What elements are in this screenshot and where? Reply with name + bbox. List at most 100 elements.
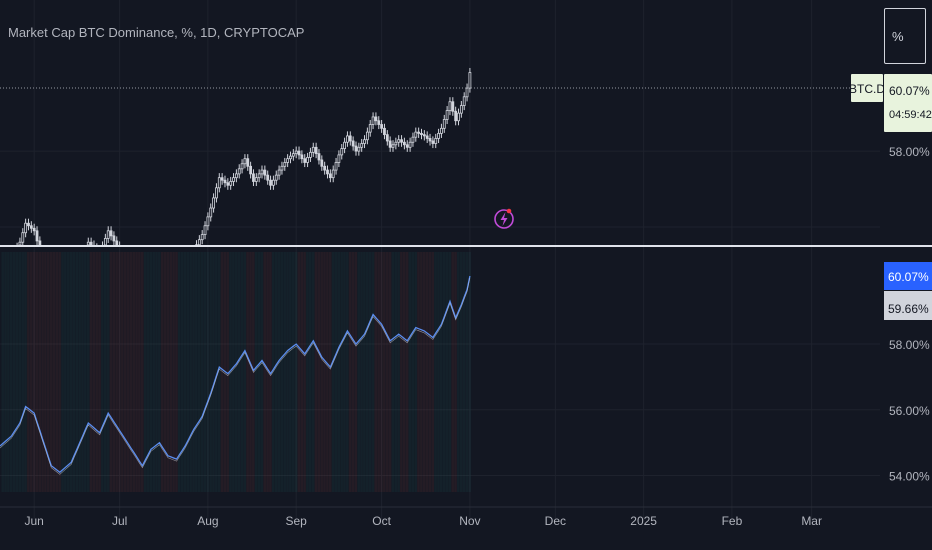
btc-dominance-shadow-line xyxy=(0,277,471,475)
candle-body xyxy=(246,158,250,167)
event-icon[interactable] xyxy=(494,208,514,229)
indicator-band xyxy=(351,252,355,492)
indicator-band xyxy=(61,252,64,492)
lower-last-value: 60.07% xyxy=(888,270,929,284)
symbol-badge: BTC.D xyxy=(849,74,885,102)
candle-body xyxy=(215,187,218,199)
indicator-band xyxy=(314,252,318,492)
candle-body xyxy=(468,72,472,89)
indicator-band xyxy=(266,252,269,492)
indicator-band xyxy=(200,252,204,492)
indicator-band xyxy=(92,252,96,492)
candle-body xyxy=(29,225,33,229)
indicator-band xyxy=(66,252,70,492)
indicator-band xyxy=(354,252,358,492)
indicator-band xyxy=(123,252,127,492)
indicator-band xyxy=(135,252,138,492)
candle-body xyxy=(351,140,355,147)
unit-toggle-button[interactable]: % xyxy=(884,8,926,64)
price-badge: 60.07% 04:59:42 xyxy=(884,74,932,132)
candle-body xyxy=(280,165,284,171)
indicator-band xyxy=(152,252,155,492)
indicator-band xyxy=(146,252,150,492)
candle-body xyxy=(260,169,264,175)
indicator-band xyxy=(377,252,380,492)
indicator-band xyxy=(234,252,238,492)
lower-price-series[interactable] xyxy=(0,275,471,475)
candle-body xyxy=(348,135,352,142)
indicator-band xyxy=(274,252,278,492)
candle-body xyxy=(445,110,449,120)
indicator-band xyxy=(49,252,53,492)
indicator-band xyxy=(246,252,249,492)
candle-body xyxy=(454,110,458,122)
candle-body xyxy=(106,230,110,239)
indicator-band xyxy=(35,252,39,492)
indicator-band xyxy=(428,252,432,492)
indicator-band xyxy=(240,252,244,492)
indicator-band xyxy=(391,252,395,492)
indicator-band xyxy=(69,252,73,492)
indicator-band xyxy=(283,252,286,492)
indicator-band xyxy=(143,252,147,492)
indicator-band xyxy=(215,252,218,492)
candle-body xyxy=(354,145,358,152)
candle-body xyxy=(422,134,426,137)
indicator-band xyxy=(72,252,76,492)
candle-body xyxy=(18,241,22,246)
candle-body xyxy=(38,240,42,246)
indicator-band xyxy=(323,252,326,492)
candle-body xyxy=(209,207,213,218)
indicator-band xyxy=(257,252,261,492)
candle-body xyxy=(385,134,389,142)
candle-body xyxy=(103,238,107,246)
indicator-band xyxy=(132,252,135,492)
indicator-band xyxy=(106,252,110,492)
indicator-band xyxy=(180,252,184,492)
indicator-band xyxy=(158,252,161,492)
candle-body xyxy=(323,165,327,171)
lower-last-badge: 60.07% xyxy=(884,262,932,290)
upper-price-series[interactable] xyxy=(16,67,472,246)
candle-body xyxy=(420,132,423,136)
indicator-band xyxy=(1,252,4,492)
candle-body xyxy=(437,132,440,139)
indicator-band xyxy=(402,252,406,492)
indicator-band xyxy=(454,252,457,492)
candle-body xyxy=(331,169,335,179)
indicator-band xyxy=(365,252,369,492)
candle-body xyxy=(408,141,412,148)
candle-body xyxy=(400,139,403,143)
candle-body xyxy=(89,241,93,246)
candle-body xyxy=(465,87,469,98)
upper-price-axis[interactable]: 58.00% xyxy=(889,145,930,159)
candle-body xyxy=(357,146,361,152)
candle-body xyxy=(200,234,204,241)
candle-body xyxy=(328,173,332,179)
candle-body xyxy=(300,154,304,160)
candle-body xyxy=(263,169,267,176)
lower-price-axis[interactable]: 58.00% 56.00% 54.00% xyxy=(889,338,930,484)
indicator-band xyxy=(334,252,338,492)
indicator-band xyxy=(340,252,343,492)
candle-body xyxy=(377,120,381,125)
indicator-band xyxy=(306,252,309,492)
time-axis[interactable]: Jun Jul Aug Sep Oct Nov Dec 2025 Feb Mar xyxy=(0,506,932,528)
indicator-band xyxy=(431,252,435,492)
candle-body xyxy=(403,141,406,146)
candle-body xyxy=(394,141,398,146)
candle-body xyxy=(391,144,395,148)
candle-body xyxy=(257,173,261,179)
candle-body xyxy=(317,153,321,161)
indicator-band xyxy=(363,252,366,492)
btc-dominance-line xyxy=(0,275,471,474)
indicator-band xyxy=(300,252,304,492)
candle-body xyxy=(451,101,455,112)
candle-body xyxy=(397,139,401,143)
indicator-band xyxy=(15,252,19,492)
indicator-band xyxy=(457,252,460,492)
lower-axis-tick: 56.00% xyxy=(889,404,930,418)
candle-body xyxy=(431,140,435,144)
indicator-band xyxy=(166,252,170,492)
